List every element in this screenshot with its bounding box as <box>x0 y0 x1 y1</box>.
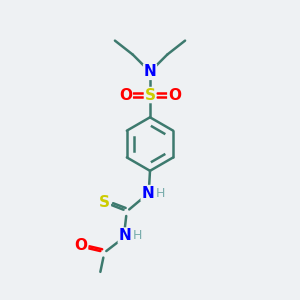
Text: O: O <box>74 238 88 253</box>
Text: S: S <box>99 194 110 209</box>
Text: O: O <box>119 88 132 103</box>
Text: S: S <box>145 88 155 103</box>
Text: H: H <box>155 187 165 200</box>
Text: H: H <box>133 229 142 242</box>
Text: N: N <box>141 186 154 201</box>
Text: O: O <box>168 88 181 103</box>
Text: N: N <box>144 64 156 79</box>
Text: N: N <box>118 228 131 243</box>
